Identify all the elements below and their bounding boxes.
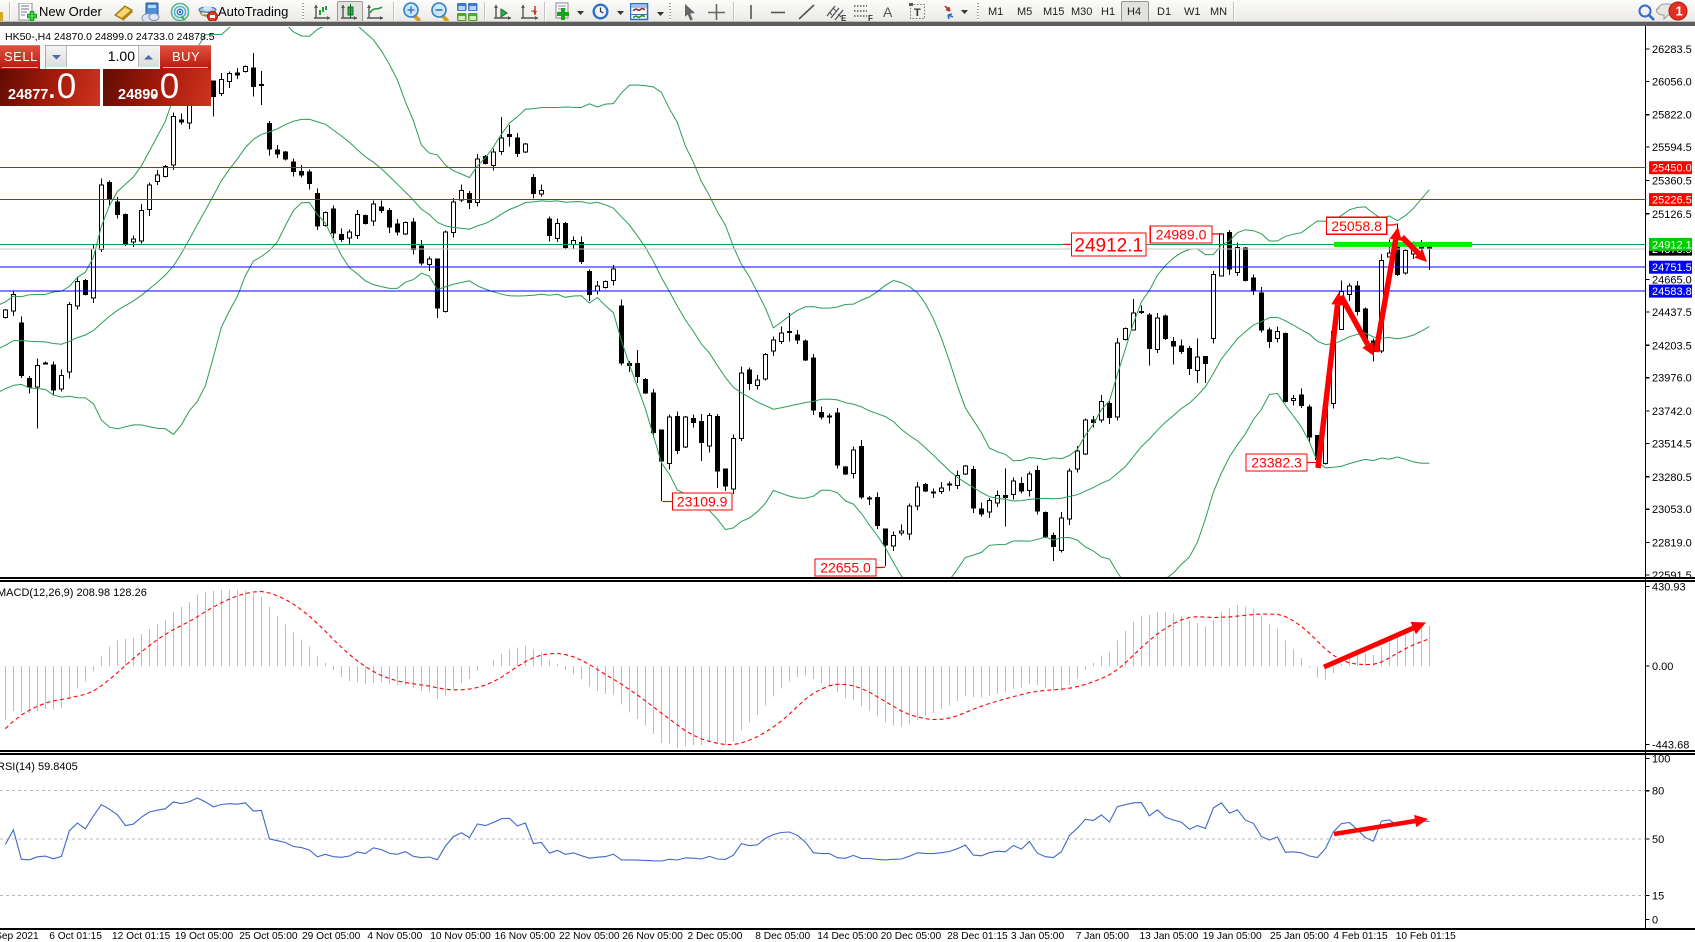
svg-text:20 Dec 05:00: 20 Dec 05:00 xyxy=(881,931,942,942)
svg-text:F: F xyxy=(868,14,873,22)
svg-text:100: 100 xyxy=(1652,754,1670,766)
svg-text:25360.5: 25360.5 xyxy=(1652,176,1692,188)
svg-text:13 Jan 05:00: 13 Jan 05:00 xyxy=(1139,931,1198,942)
svg-text:26283.5: 26283.5 xyxy=(1652,44,1692,56)
svg-text:24203.5: 24203.5 xyxy=(1652,340,1692,352)
svg-text:23514.5: 23514.5 xyxy=(1652,438,1692,450)
svg-text:16 Nov 05:00: 16 Nov 05:00 xyxy=(495,931,556,942)
svg-text:19 Jan 05:00: 19 Jan 05:00 xyxy=(1203,931,1262,942)
svg-text:25822.0: 25822.0 xyxy=(1652,110,1692,122)
svg-text:22 Nov 05:00: 22 Nov 05:00 xyxy=(559,931,620,942)
svg-text:12 Oct 01:15: 12 Oct 01:15 xyxy=(112,931,171,942)
svg-text:430.93: 430.93 xyxy=(1652,582,1686,594)
svg-text:24665.0: 24665.0 xyxy=(1652,275,1692,287)
svg-text:E: E xyxy=(841,14,847,22)
svg-text:19 Oct 05:00: 19 Oct 05:00 xyxy=(175,931,234,942)
svg-text:10 Feb 01:15: 10 Feb 01:15 xyxy=(1396,931,1456,942)
svg-text:2 Dec 05:00: 2 Dec 05:00 xyxy=(688,931,743,942)
svg-text:22819.0: 22819.0 xyxy=(1652,538,1692,550)
svg-text:25450.0: 25450.0 xyxy=(1652,163,1692,175)
svg-text:23976.0: 23976.0 xyxy=(1652,373,1692,385)
svg-text:7 Jan 05:00: 7 Jan 05:00 xyxy=(1076,931,1130,942)
svg-text:24989.0: 24989.0 xyxy=(1156,227,1207,243)
svg-text:15: 15 xyxy=(1652,890,1664,902)
svg-text:25126.5: 25126.5 xyxy=(1652,209,1692,221)
svg-text:29 Oct 05:00: 29 Oct 05:00 xyxy=(302,931,361,942)
svg-text:0: 0 xyxy=(1652,915,1658,927)
svg-text:14 Dec 05:00: 14 Dec 05:00 xyxy=(817,931,878,942)
svg-text:25058.8: 25058.8 xyxy=(1331,218,1382,234)
svg-text:24751.5: 24751.5 xyxy=(1652,262,1692,274)
svg-text:26056.0: 26056.0 xyxy=(1652,76,1692,88)
svg-text:24583.8: 24583.8 xyxy=(1652,286,1692,298)
svg-text:23280.5: 23280.5 xyxy=(1652,472,1692,484)
svg-text:24437.5: 24437.5 xyxy=(1652,307,1692,319)
svg-text:MACD(12,26,9) 208.98 128.26: MACD(12,26,9) 208.98 128.26 xyxy=(0,587,147,599)
svg-text:24912.1: 24912.1 xyxy=(1074,235,1143,256)
svg-text:23382.3: 23382.3 xyxy=(1251,455,1302,471)
svg-text:HK50-,H4 24870.0 24899.0 2473: HK50-,H4 24870.0 24899.0 24733.0 24878.5 xyxy=(5,31,215,43)
svg-text:23109.9: 23109.9 xyxy=(677,494,728,510)
svg-text:8 Dec 05:00: 8 Dec 05:00 xyxy=(755,931,810,942)
svg-text:80: 80 xyxy=(1652,786,1664,798)
svg-text:22591.5: 22591.5 xyxy=(1652,570,1692,582)
svg-text:25 Oct 05:00: 25 Oct 05:00 xyxy=(239,931,298,942)
svg-text:28 Dec 01:15: 28 Dec 01:15 xyxy=(947,931,1008,942)
svg-text:6 Oct 01:15: 6 Oct 01:15 xyxy=(49,931,102,942)
svg-text:25226.5: 25226.5 xyxy=(1652,195,1692,207)
svg-text:RSI(14) 59.8405: RSI(14) 59.8405 xyxy=(0,761,78,773)
svg-text:1: 1 xyxy=(1676,4,1683,19)
svg-text:3 Jan 05:00: 3 Jan 05:00 xyxy=(1011,931,1065,942)
svg-text:50: 50 xyxy=(1652,834,1664,846)
svg-text:4 Nov 05:00: 4 Nov 05:00 xyxy=(367,931,422,942)
svg-text:23053.0: 23053.0 xyxy=(1652,504,1692,516)
svg-text:10 Nov 05:00: 10 Nov 05:00 xyxy=(430,931,491,942)
svg-text:0.00: 0.00 xyxy=(1652,661,1673,673)
svg-text:24912.1: 24912.1 xyxy=(1652,239,1692,251)
svg-text:4 Feb 01:15: 4 Feb 01:15 xyxy=(1333,931,1388,942)
svg-text:23742.0: 23742.0 xyxy=(1652,406,1692,418)
svg-text:-443.68: -443.68 xyxy=(1652,740,1689,752)
svg-text:Sep 2021: Sep 2021 xyxy=(0,931,39,942)
svg-text:25 Jan 05:00: 25 Jan 05:00 xyxy=(1270,931,1329,942)
svg-text:25594.5: 25594.5 xyxy=(1652,142,1692,154)
svg-text:26 Nov 05:00: 26 Nov 05:00 xyxy=(622,931,683,942)
svg-text:T: T xyxy=(914,7,921,19)
svg-text:22655.0: 22655.0 xyxy=(820,560,871,576)
